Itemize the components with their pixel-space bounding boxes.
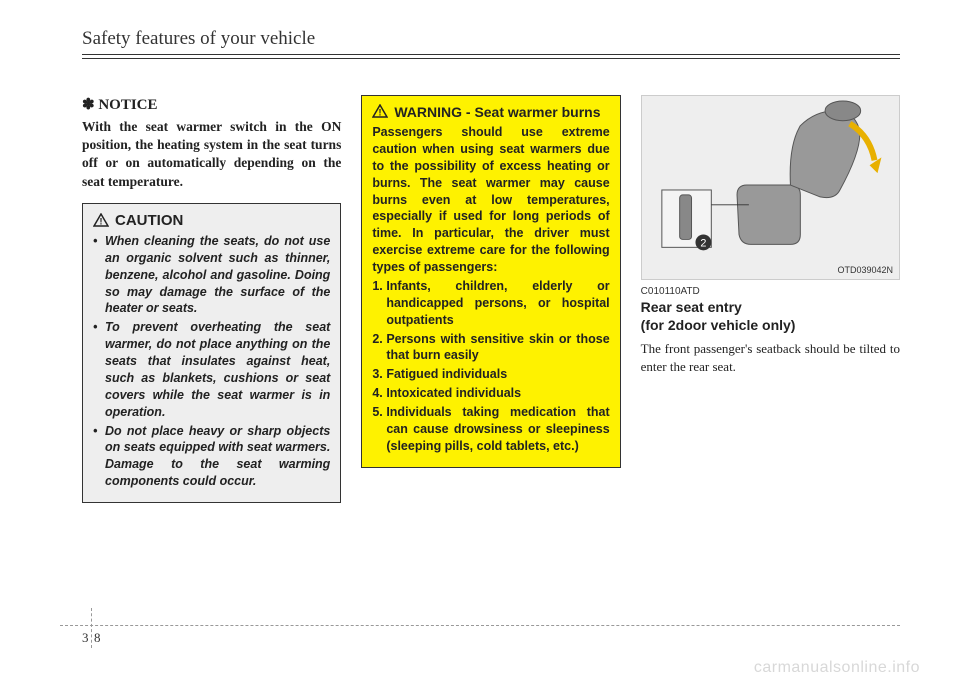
- header-rule: [82, 54, 900, 55]
- column-1: ✽ NOTICE With the seat warmer switch in …: [82, 95, 341, 503]
- svg-text:!: !: [100, 217, 103, 227]
- caution-triangle-icon: !: [93, 213, 109, 227]
- caution-item: When cleaning the seats, do not use an o…: [93, 233, 330, 317]
- page-number: 8: [94, 630, 101, 646]
- caution-item: Do not place heavy or sharp objects on s…: [93, 423, 330, 491]
- header-title: Safety features of your vehicle: [82, 28, 900, 52]
- warning-item: 1.Infants, children, elderly or handicap…: [372, 278, 609, 329]
- page-header: Safety features of your vehicle: [82, 28, 900, 59]
- caution-box: ! CAUTION When cleaning the seats, do no…: [82, 203, 341, 503]
- column-2: ! WARNING - Seat warmer burns Passengers…: [361, 95, 620, 503]
- warning-item: 3.Fatigued individuals: [372, 366, 609, 383]
- page: Safety features of your vehicle ✽ NOTICE…: [0, 0, 960, 689]
- warning-item: 2.Persons with sensitive skin or those t…: [372, 331, 609, 365]
- caution-header: ! CAUTION: [93, 212, 330, 229]
- section-body: The front passenger's seatback should be…: [641, 340, 900, 375]
- warning-title: WARNING - Seat warmer burns: [394, 104, 600, 120]
- warning-body: Passengers should use extreme caution wh…: [372, 124, 609, 276]
- warning-box: ! WARNING - Seat warmer burns Passengers…: [361, 95, 620, 468]
- svg-text:2: 2: [700, 237, 706, 249]
- column-3: 2 OTD039042N C010110ATD Rear seat entry …: [641, 95, 900, 503]
- notice-body: With the seat warmer switch in the ON po…: [82, 118, 341, 191]
- header-rule: [82, 58, 900, 59]
- seat-illustration: 2: [642, 96, 899, 279]
- caution-item: To prevent overheating the seat warmer, …: [93, 319, 330, 420]
- warning-label: WARNING -: [394, 104, 470, 120]
- watermark: carmanualsonline.info: [754, 659, 920, 677]
- caution-list: When cleaning the seats, do not use an o…: [93, 233, 330, 490]
- warning-list: 1.Infants, children, elderly or handicap…: [372, 278, 609, 455]
- page-num-divider: [91, 608, 92, 648]
- content-columns: ✽ NOTICE With the seat warmer switch in …: [82, 95, 900, 503]
- warning-header: ! WARNING - Seat warmer burns: [372, 104, 609, 120]
- warning-triangle-icon: !: [372, 104, 388, 118]
- chapter-number: 3: [82, 630, 89, 646]
- warning-item: 4.Intoxicated individuals: [372, 385, 609, 402]
- figure-code: OTD039042N: [837, 265, 893, 275]
- warning-sub: Seat warmer burns: [474, 104, 600, 120]
- notice-label: ✽ NOTICE: [82, 95, 341, 114]
- warning-item: 5.Individuals taking medication that can…: [372, 404, 609, 455]
- section-title: Rear seat entry (for 2door vehicle only): [641, 299, 900, 334]
- seat-figure: 2 OTD039042N: [641, 95, 900, 280]
- caution-label: CAUTION: [115, 212, 183, 229]
- page-footer: 3 8: [60, 625, 900, 649]
- reference-code: C010110ATD: [641, 286, 900, 297]
- svg-text:!: !: [379, 108, 382, 118]
